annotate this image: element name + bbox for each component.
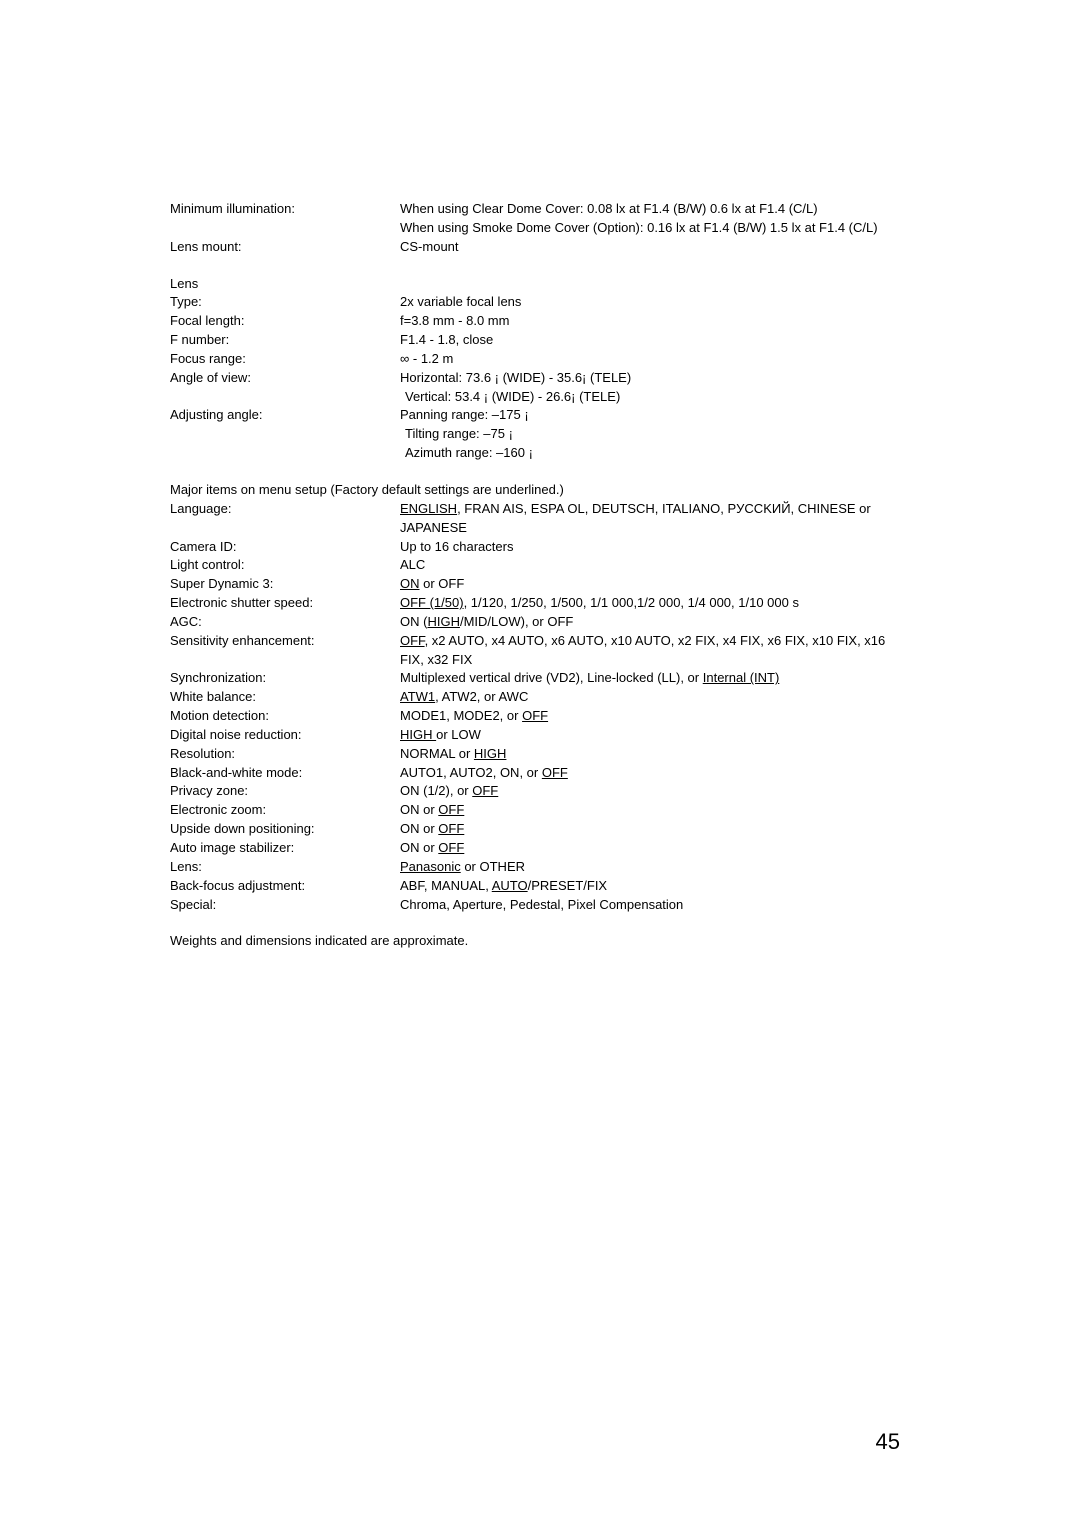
spec-value: HIGH or LOW [400, 726, 910, 745]
spec-label: Minimum illumination: [170, 200, 400, 238]
spec-label: Privacy zone: [170, 782, 400, 801]
spec-value: Tilting range: –75 ¡ [400, 425, 910, 444]
spec-value: Horizontal: 73.6 ¡ (WIDE) - 35.6¡ (TELE) [400, 369, 910, 388]
spec-value: CS-mount [400, 238, 910, 257]
spec-value: ON (HIGH/MID/LOW), or OFF [400, 613, 910, 632]
footer-note: Weights and dimensions indicated are app… [170, 932, 910, 951]
spec-label: Electronic zoom: [170, 801, 400, 820]
spec-value: 2x variable focal lens [400, 293, 910, 312]
page: Minimum illumination:When using Clear Do… [0, 0, 1080, 1528]
spec-value: Multiplexed vertical drive (VD2), Line-l… [400, 669, 910, 688]
spec-value: When using Clear Dome Cover: 0.08 lx at … [400, 200, 910, 238]
spec-value: ON or OFF [400, 575, 910, 594]
spec-label: Camera ID: [170, 538, 400, 557]
spec-value: Vertical: 53.4 ¡ (WIDE) - 26.6¡ (TELE) [400, 388, 910, 407]
spec-label: Language: [170, 500, 400, 538]
spec-value: AUTO1, AUTO2, ON, or OFF [400, 764, 910, 783]
spec-label: Synchronization: [170, 669, 400, 688]
spec-value: OFF, x2 AUTO, x4 AUTO, x6 AUTO, x10 AUTO… [400, 632, 910, 670]
spec-label: Back-focus adjustment: [170, 877, 400, 896]
spec-block-1: Minimum illumination:When using Clear Do… [170, 200, 910, 257]
spec-value: NORMAL or HIGH [400, 745, 910, 764]
spec-label: Special: [170, 896, 400, 915]
spec-value: ON or OFF [400, 839, 910, 858]
spec-label: Angle of view: [170, 369, 400, 388]
spec-value: ON or OFF [400, 820, 910, 839]
spec-label: Lens: [170, 858, 400, 877]
spec-block-lens: Lens Type:2x variable focal lensFocal le… [170, 275, 910, 463]
block2-heading: Lens [170, 275, 400, 294]
spec-value: ATW1, ATW2, or AWC [400, 688, 910, 707]
spec-value: Azimuth range: –160 ¡ [400, 444, 910, 463]
spec-value: F1.4 - 1.8, close [400, 331, 910, 350]
spec-block-menu: Major items on menu setup (Factory defau… [170, 481, 910, 914]
spec-value: ON (1/2), or OFF [400, 782, 910, 801]
block3-heading: Major items on menu setup (Factory defau… [170, 481, 910, 500]
spec-label: Motion detection: [170, 707, 400, 726]
spec-label: White balance: [170, 688, 400, 707]
spec-value: Chroma, Aperture, Pedestal, Pixel Compen… [400, 896, 910, 915]
spec-value: Up to 16 characters [400, 538, 910, 557]
spec-label: Super Dynamic 3: [170, 575, 400, 594]
spec-label: Resolution: [170, 745, 400, 764]
spec-label: Digital noise reduction: [170, 726, 400, 745]
spec-label: Electronic shutter speed: [170, 594, 400, 613]
spec-label: Focal length: [170, 312, 400, 331]
spec-label: Black-and-white mode: [170, 764, 400, 783]
spec-label: Sensitivity enhancement: [170, 632, 400, 670]
spec-label: Adjusting angle: [170, 406, 400, 425]
spec-label: Upside down positioning: [170, 820, 400, 839]
spec-label: Focus range: [170, 350, 400, 369]
spec-value: ENGLISH, FRAN AIS, ESPA OL, DEUTSCH, ITA… [400, 500, 910, 538]
page-number: 45 [876, 1426, 900, 1458]
spec-value: ALC [400, 556, 910, 575]
spec-value: ∞ - 1.2 m [400, 350, 910, 369]
spec-label: Type: [170, 293, 400, 312]
spec-label: F number: [170, 331, 400, 350]
spec-label [170, 388, 400, 407]
spec-label [170, 425, 400, 444]
spec-label: Lens mount: [170, 238, 400, 257]
spec-value: ABF, MANUAL, AUTO/PRESET/FIX [400, 877, 910, 896]
spec-label: Auto image stabilizer: [170, 839, 400, 858]
spec-value: ON or OFF [400, 801, 910, 820]
spec-value: Panasonic or OTHER [400, 858, 910, 877]
spec-value: f=3.8 mm - 8.0 mm [400, 312, 910, 331]
spec-value: MODE1, MODE2, or OFF [400, 707, 910, 726]
spec-value: OFF (1/50), 1/120, 1/250, 1/500, 1/1 000… [400, 594, 910, 613]
spec-value: Panning range: –175 ¡ [400, 406, 910, 425]
spec-label [170, 444, 400, 463]
spec-label: Light control: [170, 556, 400, 575]
spec-label: AGC: [170, 613, 400, 632]
